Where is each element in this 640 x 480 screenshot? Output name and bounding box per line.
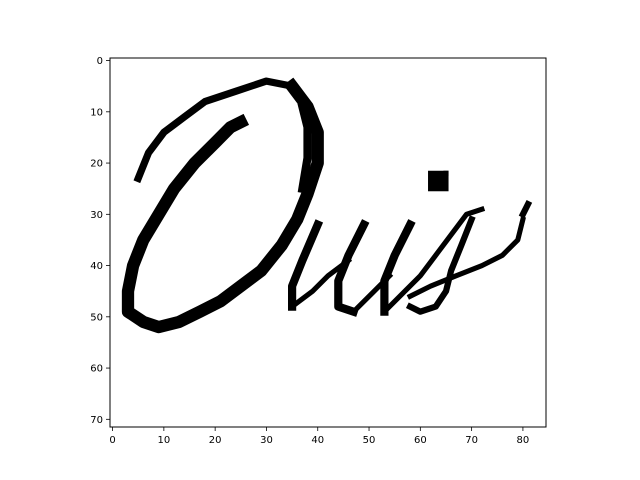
y-tick-label: 70 [90, 415, 103, 426]
x-tick-label: 10 [157, 435, 170, 446]
ink-block-i-dot-tip [443, 170, 449, 176]
axes-frame [109, 57, 547, 428]
ink-stroke-cap-right-arc [121, 77, 324, 334]
ink-stroke-s-crossbar [406, 216, 526, 300]
x-tick-label: 60 [414, 435, 427, 446]
y-tick-label: 60 [90, 364, 103, 375]
y-tick-label: 30 [90, 210, 103, 221]
y-tick-label: 20 [90, 159, 103, 170]
x-tick-label: 50 [363, 435, 376, 446]
image-content [121, 77, 533, 334]
ink-stroke-second-stem [380, 219, 416, 316]
y-axis: 0 10 20 30 40 50 60 70 [90, 56, 110, 426]
ink-stroke-u-connector [288, 256, 353, 311]
ink-stroke-s-descender [405, 215, 476, 315]
x-tick-label: 70 [465, 435, 478, 446]
x-tick-label: 20 [209, 435, 222, 446]
x-tick-label: 40 [311, 435, 324, 446]
ink-block-i-dot [428, 170, 449, 192]
ink-stroke-second-exit [380, 205, 486, 316]
x-tick-label: 80 [517, 435, 530, 446]
ink-stroke-u-right-stem [334, 219, 370, 317]
ink-stroke-s-top-tail [518, 199, 533, 219]
axes-background [110, 58, 546, 427]
x-tick-label: 30 [260, 435, 273, 446]
y-tick-label: 10 [90, 107, 103, 118]
x-axis: 0 10 20 30 40 50 60 70 80 [109, 427, 529, 446]
x-tick-label: 0 [109, 435, 115, 446]
y-tick-label: 0 [97, 56, 103, 67]
ink-stroke-cap-inner-swash [297, 101, 312, 194]
y-tick-label: 40 [90, 261, 103, 272]
ink-stroke-cap-outer-left [133, 77, 297, 184]
ink-stroke-u-left-stem [288, 219, 324, 311]
y-tick-label: 50 [90, 312, 103, 323]
